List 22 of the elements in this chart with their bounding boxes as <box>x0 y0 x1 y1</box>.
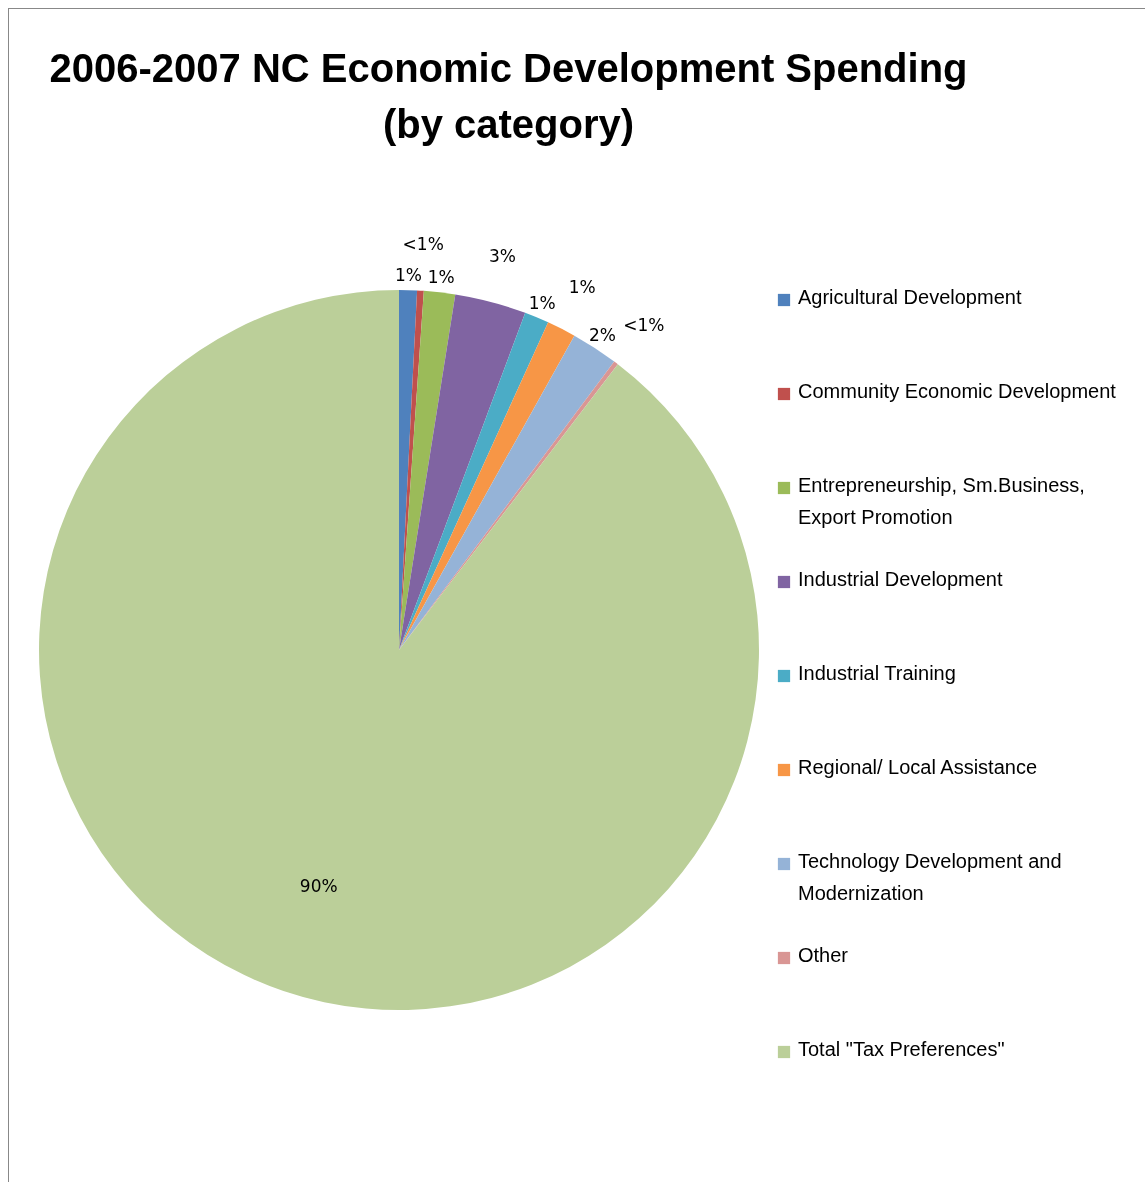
legend-label: Entrepreneurship, Sm.Business, Export Promotion <box>798 474 1085 528</box>
pie-slice <box>399 312 549 650</box>
data-label: 1% <box>394 265 422 286</box>
data-label: 1% <box>568 276 596 297</box>
data-label: 1% <box>528 293 556 314</box>
data-label: 3% <box>488 246 516 267</box>
chart-title: 2006-2007 NC Economic Development Spending (by category) <box>49 45 968 146</box>
pie-slice <box>399 290 456 650</box>
legend-label: Total "Tax Preferences" <box>798 1038 1005 1060</box>
legend-label: Other <box>798 944 849 966</box>
legend-label: Regional/ Local Assistance <box>798 756 1038 778</box>
legend-label: Industrial Development <box>798 568 1003 590</box>
legend-label: Community Economic Development <box>798 380 1117 402</box>
data-label: <1% <box>623 315 665 336</box>
data-label: 1% <box>427 267 455 288</box>
legend-label: Technology Development and Modernization <box>798 850 1062 904</box>
pie-slice <box>399 294 526 650</box>
data-label: 2% <box>588 325 616 346</box>
data-label: <1% <box>402 233 444 254</box>
legend-label: Industrial Training <box>798 662 956 684</box>
data-label: 90% <box>299 875 338 896</box>
legend-label: Agricultural Development <box>798 286 1022 308</box>
